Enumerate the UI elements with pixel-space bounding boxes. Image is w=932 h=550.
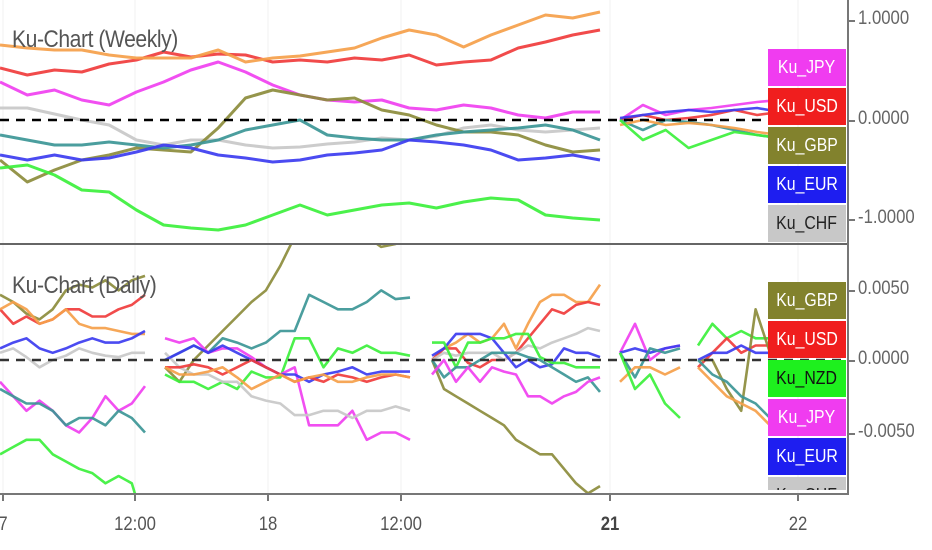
weekly-y-label-bottom: -1.0000 bbox=[858, 207, 915, 228]
panel-divider bbox=[0, 243, 848, 245]
daily-chart-title: Ku-Chart (Daily) bbox=[12, 272, 157, 299]
legend-item-ku-usd: Ku_USD bbox=[768, 88, 846, 125]
legend-label: Ku_JPY bbox=[778, 57, 836, 77]
series-line-ku-gbp bbox=[164, 245, 397, 384]
weekly-chart-panel: Ku-Chart (Weekly) Ku_JPY Ku_USD Ku_GBP Ku_E… bbox=[0, 0, 847, 243]
weekly-y-label-zero: 0.0000 bbox=[858, 108, 910, 129]
series-line-ku-teal bbox=[697, 359, 771, 419]
series-line-ku-teal bbox=[618, 347, 681, 379]
weekly-legend: Ku_JPY Ku_USD Ku_GBP Ku_EUR Ku_CHF bbox=[768, 49, 846, 243]
legend-label: Ku_CHF bbox=[777, 485, 838, 490]
y-axis-line bbox=[847, 0, 849, 495]
legend-item-ku-jpy: Ku_JPY bbox=[768, 399, 846, 436]
series-line-ku-nzd bbox=[619, 119, 781, 150]
series-line-ku-eur bbox=[697, 344, 770, 362]
series-line-ku-orange bbox=[431, 283, 602, 361]
series-line-ku-orange bbox=[164, 366, 411, 391]
series-line-ku-gbp bbox=[430, 359, 601, 493]
series-line-ku-jpy bbox=[430, 358, 601, 405]
x-tick bbox=[2, 495, 4, 501]
series-line-ku-chf bbox=[164, 351, 411, 420]
x-axis-line bbox=[0, 493, 849, 495]
legend-item-ku-nzd: Ku_NZD bbox=[768, 360, 846, 397]
series-line-ku-chf bbox=[0, 106, 601, 150]
x-tick-label: 12:00 bbox=[380, 514, 422, 535]
series-line-ku-eur bbox=[619, 344, 681, 355]
series-line-ku-nzd bbox=[164, 337, 411, 391]
daily-y-label-zero: 0.0000 bbox=[858, 348, 910, 369]
y-tick bbox=[849, 219, 855, 221]
y-tick bbox=[849, 433, 855, 435]
legend-item-ku-jpy: Ku_JPY bbox=[768, 49, 846, 86]
legend-item-ku-usd: Ku_USD bbox=[768, 321, 846, 358]
x-tick-label: 22 bbox=[788, 514, 808, 535]
x-tick bbox=[134, 495, 136, 501]
legend-label: Ku_GBP bbox=[776, 135, 838, 155]
series-line-ku-nzd bbox=[0, 163, 601, 232]
series-line-ku-orange bbox=[0, 300, 145, 336]
series-line-ku-usd bbox=[619, 108, 781, 122]
series-line-ku-nzd bbox=[696, 322, 770, 347]
y-tick bbox=[849, 120, 855, 122]
legend-label: Ku_USD bbox=[776, 329, 838, 349]
series-line-ku-gbp bbox=[0, 88, 601, 184]
series-line-ku-usd bbox=[0, 293, 146, 326]
legend-label: Ku_USD bbox=[776, 96, 838, 116]
x-tick-label: 12:00 bbox=[114, 514, 156, 535]
legend-label: Ku_CHF bbox=[776, 213, 838, 233]
series-line-ku-chf bbox=[0, 347, 145, 369]
daily-chart-panel: Ku-Chart (Daily) Ku_GBP Ku_USD Ku_NZD Ku_JP… bbox=[0, 245, 847, 493]
legend-label: Ku_GBP bbox=[776, 290, 838, 310]
daily-y-label-bottom: -0.0050 bbox=[858, 421, 915, 442]
legend-label: Ku_JPY bbox=[778, 407, 836, 427]
legend-item-ku-chf: Ku_CHF bbox=[768, 205, 846, 242]
series-line-ku-eur bbox=[0, 138, 601, 164]
legend-item-ku-eur: Ku_EUR bbox=[768, 166, 846, 203]
series-line-ku-jpy bbox=[619, 98, 781, 122]
series-line-ku-teal bbox=[430, 351, 602, 393]
series-line-ku-orange bbox=[0, 10, 601, 64]
y-tick bbox=[849, 360, 855, 362]
y-tick bbox=[849, 290, 855, 292]
daily-legend: Ku_GBP Ku_USD Ku_NZD Ku_JPY Ku_EUR Ku_CHF bbox=[768, 282, 846, 490]
series-line-ku-nzd bbox=[618, 352, 681, 419]
x-tick bbox=[267, 495, 269, 501]
series-line-ku-jpy bbox=[618, 322, 681, 362]
series-line-ku-eur bbox=[431, 332, 601, 369]
series-line-ku-orange bbox=[619, 366, 681, 383]
series-line-ku-teal bbox=[0, 387, 146, 434]
legend-item-ku-eur: Ku_EUR bbox=[768, 438, 846, 475]
series-line-ku-eur bbox=[164, 344, 410, 384]
weekly-y-label-top: 1.0000 bbox=[858, 8, 910, 29]
y-tick bbox=[849, 20, 855, 22]
legend-label: Ku_NZD bbox=[776, 368, 838, 388]
legend-label: Ku_EUR bbox=[776, 174, 838, 194]
series-line-ku-nzd bbox=[0, 438, 137, 493]
legend-label: Ku_EUR bbox=[776, 446, 838, 466]
series-line-ku-gbp bbox=[0, 274, 146, 321]
x-tick-label: 21 bbox=[600, 514, 620, 535]
weekly-plot-area bbox=[0, 0, 847, 243]
series-line-ku-usd bbox=[0, 28, 601, 77]
legend-item-ku-gbp: Ku_GBP bbox=[768, 282, 846, 319]
legend-item-ku-chf: Ku_CHF bbox=[768, 477, 846, 490]
daily-plot-area bbox=[0, 245, 847, 493]
legend-item-ku-gbp: Ku_GBP bbox=[768, 127, 846, 164]
x-tick bbox=[797, 495, 799, 501]
series-line-ku-nzd bbox=[432, 332, 600, 369]
x-tick bbox=[400, 495, 402, 501]
series-line-ku-eur bbox=[0, 329, 146, 355]
series-line-ku-teal bbox=[0, 118, 601, 150]
series-line-ku-orange bbox=[697, 366, 771, 427]
daily-y-label-top: 0.0050 bbox=[858, 278, 910, 299]
x-tick bbox=[609, 495, 611, 501]
x-tick-label: 7 bbox=[0, 514, 8, 536]
weekly-chart-title: Ku-Chart (Weekly) bbox=[12, 26, 178, 53]
x-tick-label: 18 bbox=[258, 514, 278, 535]
series-line-ku-eur bbox=[619, 106, 781, 120]
series-line-ku-jpy bbox=[0, 380, 147, 434]
